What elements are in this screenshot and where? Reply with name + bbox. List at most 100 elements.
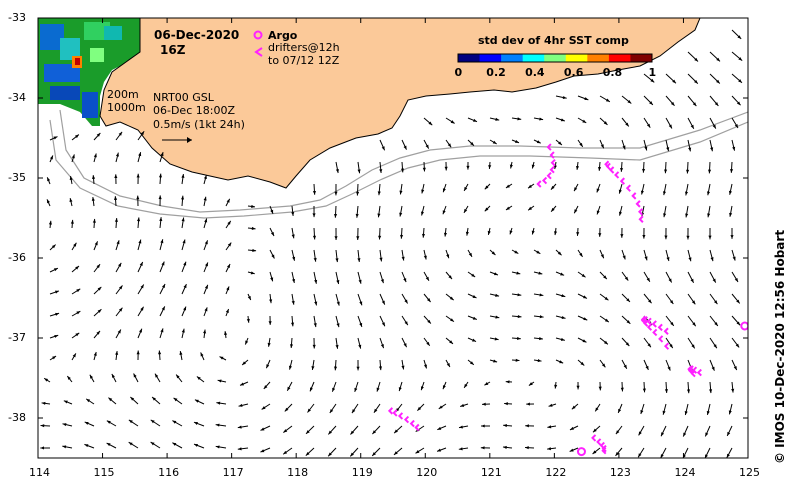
current-arrowhead — [372, 430, 377, 435]
current-arrowhead — [531, 230, 535, 235]
current-arrowhead — [559, 360, 564, 364]
current-arrowhead — [480, 446, 485, 450]
argo-legend-label: Argo — [268, 29, 298, 42]
current-arrowhead — [460, 403, 465, 407]
y-tick-label: -34 — [8, 91, 26, 104]
current-arrowhead — [246, 318, 250, 323]
current-arrowhead — [736, 101, 741, 106]
drifter-marker — [546, 143, 552, 151]
current-arrowhead — [442, 188, 446, 193]
current-arrowhead — [714, 322, 718, 326]
current-arrowhead — [505, 206, 510, 210]
current-arrowhead — [270, 277, 274, 282]
current-arrowhead — [554, 384, 558, 389]
current-arrowhead — [67, 376, 71, 380]
current-arrowhead — [150, 442, 155, 446]
current-arrowhead — [558, 141, 562, 145]
current-arrowhead — [444, 166, 448, 171]
current-arrowhead — [605, 98, 610, 102]
current-arrowhead — [373, 408, 378, 413]
current-arrowhead — [47, 177, 51, 182]
current-arrowhead — [509, 230, 513, 235]
drifter-marker — [397, 412, 404, 420]
current-arrowhead — [106, 420, 111, 424]
current-arrowhead — [576, 385, 580, 390]
current-arrowhead — [684, 191, 689, 196]
product-time: 06-Dec 18:00Z — [153, 104, 235, 117]
isobath-1000m — [49, 119, 748, 219]
current-arrowhead — [54, 334, 59, 338]
current-arrowhead — [615, 452, 620, 456]
current-arrowhead — [690, 124, 694, 129]
drifter-marker — [652, 328, 658, 337]
current-arrowhead — [263, 385, 268, 389]
y-tick-label: -35 — [8, 171, 26, 184]
current-arrowhead — [227, 242, 232, 247]
x-tick-label: 124 — [674, 466, 696, 479]
current-arrowhead — [250, 271, 255, 275]
current-arrowhead — [729, 212, 733, 217]
current-arrowhead — [140, 131, 145, 136]
current-arrowhead — [133, 373, 137, 378]
current-arrowhead — [708, 235, 712, 240]
drifter-marker — [651, 320, 657, 328]
current-arrowhead — [310, 387, 313, 392]
plot-frame — [37, 17, 749, 459]
current-arrowhead — [598, 386, 602, 391]
current-arrowhead — [334, 236, 338, 240]
colorbar-tick-label: 0.6 — [563, 66, 584, 79]
current-arrowhead — [482, 402, 486, 406]
current-arrowhead — [203, 175, 207, 180]
current-arrowhead — [115, 152, 119, 157]
current-arrowhead — [425, 144, 429, 149]
current-arrowhead — [734, 124, 738, 128]
current-arrowhead — [372, 452, 376, 456]
current-arrowhead — [215, 423, 220, 427]
current-arrowhead — [271, 254, 275, 259]
colorbar-segment — [608, 54, 631, 62]
current-arrowhead — [291, 212, 295, 216]
current-arrowhead — [517, 315, 522, 319]
current-arrowhead — [464, 186, 468, 191]
current-arrowhead — [664, 235, 668, 240]
current-arrowhead — [600, 144, 604, 149]
current-arrowhead — [119, 285, 123, 290]
current-arrowhead — [333, 366, 338, 371]
current-arrowhead — [465, 231, 469, 236]
current-arrowhead — [47, 199, 50, 204]
current-arrowhead — [378, 366, 383, 371]
current-arrowhead — [557, 251, 562, 256]
current-arrowhead — [729, 169, 734, 173]
current-arrowhead — [394, 429, 398, 434]
current-arrowhead — [136, 195, 140, 200]
current-arrowhead — [645, 365, 649, 370]
current-arrowhead — [48, 220, 52, 225]
current-arrowhead — [225, 308, 229, 313]
current-arrowhead — [183, 284, 187, 289]
current-arrowhead — [138, 239, 142, 244]
current-arrowhead — [618, 189, 622, 194]
current-arrowhead — [525, 446, 529, 450]
current-arrowhead — [226, 264, 231, 269]
current-arrowhead — [423, 255, 427, 260]
current-arrowhead — [422, 167, 426, 172]
current-arrowhead — [580, 361, 585, 366]
drifter-marker — [536, 180, 542, 188]
current-arrowhead — [377, 213, 381, 218]
current-arrowhead — [270, 231, 274, 236]
current-arrowhead — [495, 293, 500, 297]
current-arrowhead — [471, 273, 476, 277]
sst-imagery-patch — [38, 18, 140, 126]
current-arrowhead — [203, 196, 207, 201]
current-arrowhead — [622, 145, 626, 150]
current-arrowhead — [311, 366, 315, 370]
current-arrowhead — [650, 78, 655, 83]
current-arrowhead — [284, 407, 289, 412]
current-arrowhead — [472, 338, 477, 342]
current-arrowhead — [735, 343, 740, 348]
drifter-marker — [640, 315, 646, 324]
current-arrowhead — [733, 366, 737, 371]
current-arrowhead — [598, 167, 602, 171]
current-arrowhead — [539, 337, 543, 341]
current-arrowhead — [106, 443, 111, 447]
